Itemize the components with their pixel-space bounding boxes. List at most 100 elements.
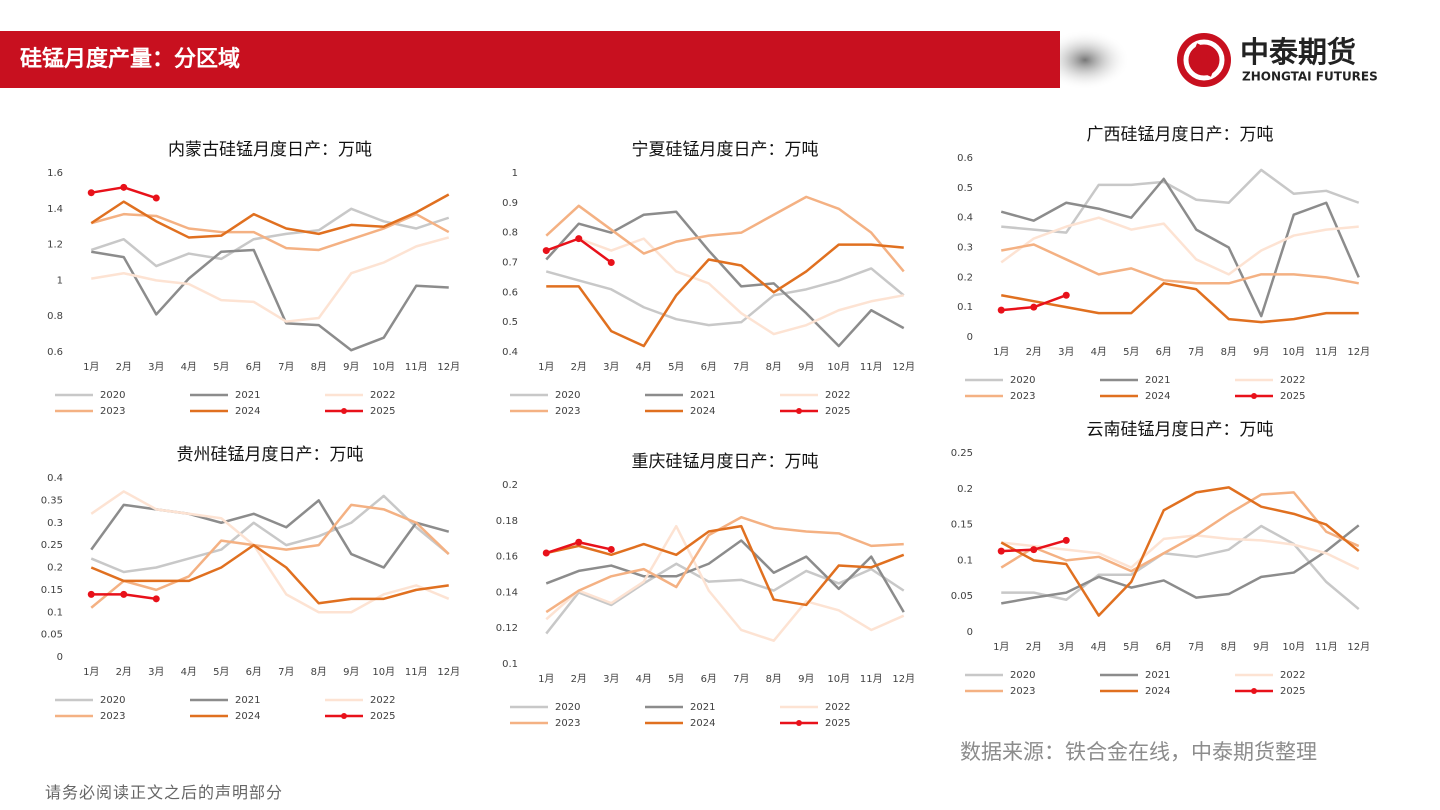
x-tick-label: 1月 xyxy=(993,641,1009,653)
x-tick-label: 6月 xyxy=(1156,346,1172,358)
chart: 云南硅锰月度日产：万吨 0 0.05 0.1 0.15 0.2 0.25 1月 2月 3月 4月 5月… xyxy=(951,420,1370,697)
x-tick-label: 10月 xyxy=(1282,641,1305,653)
y-tick-label: 0.35 xyxy=(41,495,63,506)
y-tick-label: 0.6 xyxy=(957,153,973,164)
point xyxy=(152,595,160,603)
logo-ring xyxy=(1183,39,1225,81)
legend-label: 2024 xyxy=(235,406,260,417)
x-tick-label: 5月 xyxy=(668,361,684,373)
y-tick-label: 0.8 xyxy=(47,311,63,322)
x-tick-label: 10月 xyxy=(827,673,850,685)
x-tick-label: 7月 xyxy=(733,673,749,685)
legend-label: 2025 xyxy=(370,711,395,722)
y-tick-label: 1 xyxy=(512,168,518,179)
y-tick-label: 0.2 xyxy=(957,484,973,495)
x-tick-label: 3月 xyxy=(603,673,619,685)
series-line xyxy=(545,524,905,642)
x-tick-label: 3月 xyxy=(1058,641,1074,653)
x-tick-label: 2月 xyxy=(571,361,587,373)
x-tick-label: 8月 xyxy=(1221,346,1237,358)
series-line xyxy=(90,490,450,614)
legend-label: 2021 xyxy=(235,695,260,706)
legend-label: 2024 xyxy=(235,711,260,722)
point xyxy=(1030,303,1038,311)
series-line xyxy=(90,212,450,252)
x-tick-label: 5月 xyxy=(668,673,684,685)
point xyxy=(997,306,1005,314)
series-line xyxy=(1001,534,1360,571)
y-tick-label: 0.05 xyxy=(951,591,973,602)
header-shadow xyxy=(1040,30,1130,90)
y-tick-label: 0.6 xyxy=(502,287,518,298)
x-tick-label: 7月 xyxy=(1188,346,1204,358)
x-tick-label: 8月 xyxy=(311,666,327,678)
legend-label: 2025 xyxy=(370,406,395,417)
point xyxy=(607,545,615,553)
legend-label: 2020 xyxy=(555,702,580,713)
chart-title: 贵州硅锰月度日产：万吨 xyxy=(177,445,364,465)
series-line xyxy=(545,562,905,635)
x-tick-label: 2月 xyxy=(1026,641,1042,653)
x-tick-label: 1月 xyxy=(83,666,99,678)
legend-label: 2020 xyxy=(1010,375,1035,386)
y-tick-label: 0.4 xyxy=(47,473,63,484)
y-tick-label: 0.15 xyxy=(41,585,63,596)
legend-label: 2020 xyxy=(1010,670,1035,681)
x-tick-label: 7月 xyxy=(733,361,749,373)
chart-title: 广西硅锰月度日产：万吨 xyxy=(1087,125,1274,145)
y-tick-label: 0.18 xyxy=(496,516,518,527)
point xyxy=(1062,536,1070,544)
legend-label: 2022 xyxy=(825,702,850,713)
series-line xyxy=(90,499,450,569)
x-tick-label: 12月 xyxy=(437,666,460,678)
series-line xyxy=(545,539,905,613)
legend-label: 2021 xyxy=(235,390,260,401)
y-tick-label: 0 xyxy=(57,652,63,663)
y-tick-label: 0.6 xyxy=(47,347,63,358)
series-line xyxy=(1000,177,1360,318)
y-tick-label: 0.05 xyxy=(41,630,63,641)
y-tick-label: 0.1 xyxy=(47,607,63,618)
x-tick-label: 9月 xyxy=(1253,346,1269,358)
legend-label: 2024 xyxy=(690,406,715,417)
series-line xyxy=(90,503,450,609)
x-tick-label: 12月 xyxy=(1347,641,1370,653)
legend-label: 2021 xyxy=(690,702,715,713)
y-tick-label: 0.16 xyxy=(496,552,518,563)
x-tick-label: 1月 xyxy=(83,361,99,373)
x-tick-label: 12月 xyxy=(1347,346,1370,358)
legend-marker xyxy=(796,720,802,726)
y-tick-label: 0.25 xyxy=(41,540,63,551)
series-line xyxy=(90,543,449,605)
y-tick-label: 0.5 xyxy=(957,183,973,194)
y-tick-label: 0.2 xyxy=(957,272,973,283)
x-tick-label: 9月 xyxy=(798,673,814,685)
point xyxy=(542,247,550,255)
chart-title: 内蒙古硅锰月度日产：万吨 xyxy=(168,140,372,160)
chart-title: 重庆硅锰月度日产：万吨 xyxy=(632,452,819,472)
legend-label: 2021 xyxy=(1145,375,1170,386)
point xyxy=(1062,291,1070,299)
legend-marker xyxy=(1251,688,1257,694)
x-tick-label: 6月 xyxy=(1156,641,1172,653)
legend-marker xyxy=(796,408,802,414)
y-tick-label: 1.6 xyxy=(47,168,63,179)
series-line xyxy=(546,243,904,348)
x-tick-label: 5月 xyxy=(1123,346,1139,358)
legend-label: 2020 xyxy=(100,695,125,706)
logo-english: ZHONGTAI FUTURES xyxy=(1242,70,1378,84)
header: 硅锰月度产量：分区域 中泰期货 ZHONGTAI FUTURES xyxy=(0,30,1378,90)
point xyxy=(542,549,550,557)
x-tick-label: 3月 xyxy=(1058,346,1074,358)
legend-marker xyxy=(341,408,347,414)
x-tick-label: 9月 xyxy=(343,666,359,678)
legend-label: 2020 xyxy=(555,390,580,401)
x-tick-label: 11月 xyxy=(405,666,428,678)
x-tick-label: 9月 xyxy=(343,361,359,373)
x-tick-label: 1月 xyxy=(538,361,554,373)
x-tick-label: 4月 xyxy=(181,361,197,373)
chart-title: 云南硅锰月度日产：万吨 xyxy=(1087,420,1274,440)
y-tick-label: 0.4 xyxy=(957,213,973,224)
legend-label: 2025 xyxy=(1280,391,1305,402)
